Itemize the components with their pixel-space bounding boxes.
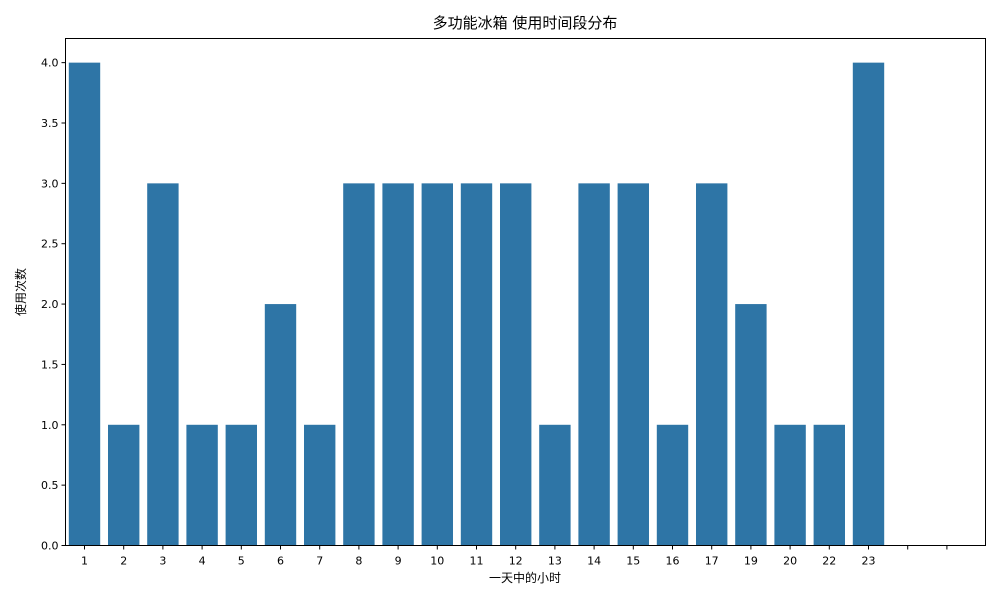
x-tick-label: 11 bbox=[470, 555, 484, 568]
bar-hour-7 bbox=[304, 424, 336, 546]
bar-hour-9 bbox=[382, 183, 414, 546]
bar-hour-20 bbox=[774, 424, 806, 546]
x-tick-label: 15 bbox=[626, 555, 640, 568]
x-tick-label: 19 bbox=[744, 555, 758, 568]
bar-hour-17 bbox=[696, 183, 728, 546]
chart-title: 多功能冰箱 使用时间段分布 bbox=[433, 14, 618, 32]
bar-hour-11 bbox=[460, 183, 493, 546]
bar-hour-19 bbox=[735, 304, 767, 546]
x-tick-label: 14 bbox=[587, 555, 601, 568]
bar-hour-6 bbox=[264, 304, 297, 546]
y-tick-label: 3.5 bbox=[41, 117, 59, 130]
y-tick-label: 2.5 bbox=[41, 238, 59, 251]
x-tick-label: 2 bbox=[120, 555, 127, 568]
x-tick-label: 6 bbox=[277, 555, 284, 568]
y-axis-ticks: 0.0 0.5 1.0 1.5 2.0 2.5 3.0 3.5 4.0 bbox=[41, 57, 66, 553]
y-axis-label: 使用次数 bbox=[13, 268, 28, 316]
x-tick-label: 10 bbox=[430, 555, 444, 568]
x-tick-label: 5 bbox=[238, 555, 245, 568]
bars-group bbox=[68, 62, 885, 546]
bar-hour-2 bbox=[108, 424, 140, 546]
x-tick-label: 1 bbox=[81, 555, 88, 568]
x-axis-label: 一天中的小时 bbox=[489, 570, 561, 585]
x-tick-label: 12 bbox=[509, 555, 523, 568]
x-tick-label: 3 bbox=[159, 555, 166, 568]
bar-hour-14 bbox=[578, 183, 610, 546]
x-tick-label: 20 bbox=[783, 555, 797, 568]
bar-hour-8 bbox=[343, 183, 375, 546]
plot-area-frame bbox=[65, 38, 986, 546]
x-tick-label: 17 bbox=[705, 555, 719, 568]
bar-hour-13 bbox=[539, 424, 571, 546]
y-tick-label: 1.0 bbox=[41, 419, 59, 432]
x-axis-ticks: 1 2 3 4 5 6 7 8 9 10 11 12 13 14 15 16 17 19 20 22 23 bbox=[81, 545, 948, 568]
bar-hour-10 bbox=[421, 183, 453, 546]
y-tick-label: 4.0 bbox=[41, 57, 59, 70]
x-tick-label: 7 bbox=[316, 555, 323, 568]
x-tick-label: 22 bbox=[822, 555, 836, 568]
bar-hour-5 bbox=[225, 424, 257, 546]
bar-hour-16 bbox=[656, 424, 689, 546]
bar-hour-3 bbox=[147, 183, 179, 546]
x-tick-label: 13 bbox=[548, 555, 562, 568]
y-tick-label: 0.5 bbox=[41, 479, 59, 492]
x-tick-label: 9 bbox=[395, 555, 402, 568]
bar-hour-12 bbox=[500, 183, 532, 546]
x-tick-label: 4 bbox=[199, 555, 206, 568]
y-tick-label: 1.5 bbox=[41, 358, 59, 371]
y-tick-label: 3.0 bbox=[41, 177, 59, 190]
bar-hour-15 bbox=[617, 183, 649, 546]
y-tick-label: 2.0 bbox=[41, 298, 59, 311]
x-tick-label: 8 bbox=[355, 555, 362, 568]
x-tick-label: 23 bbox=[862, 555, 876, 568]
bar-hour-22 bbox=[813, 424, 845, 546]
y-tick-label: 0.0 bbox=[41, 540, 59, 553]
bar-hour-23 bbox=[852, 62, 885, 546]
x-tick-label: 16 bbox=[666, 555, 680, 568]
bar-hour-1 bbox=[68, 62, 101, 546]
bar-hour-4 bbox=[186, 424, 218, 546]
